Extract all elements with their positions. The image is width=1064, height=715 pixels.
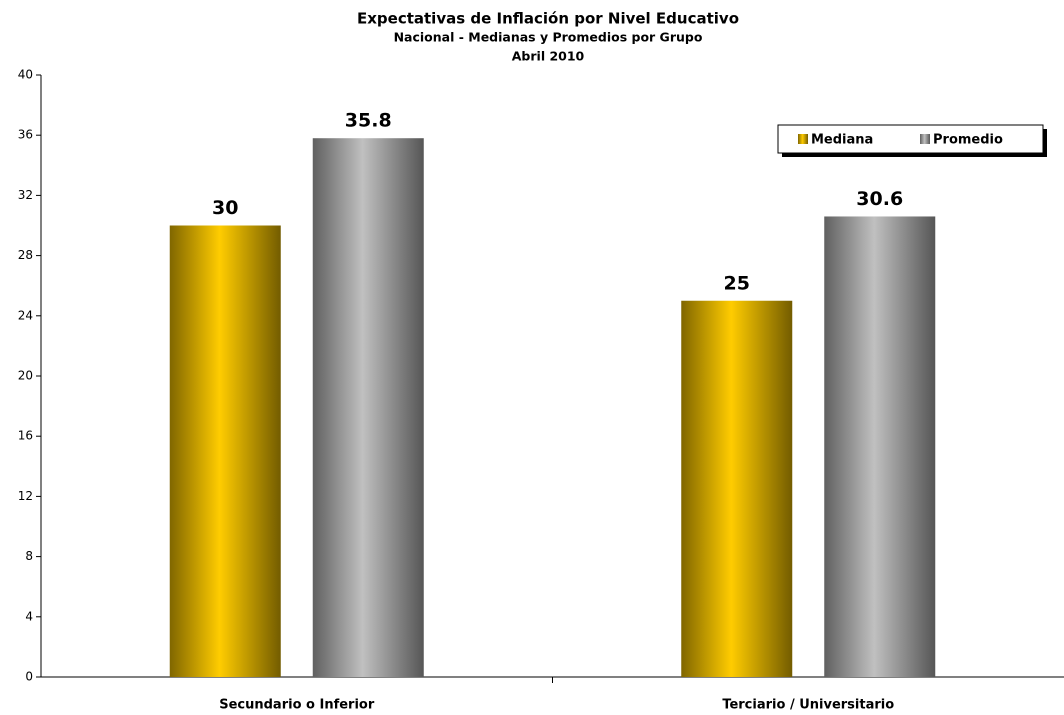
- value-label: 30.6: [856, 188, 903, 210]
- y-tick-label: 32: [18, 188, 33, 202]
- bar: [169, 225, 281, 677]
- x-tick-label: Terciario / Universitario: [722, 698, 894, 713]
- y-tick-label: 24: [18, 308, 33, 322]
- legend-label: Promedio: [933, 133, 1003, 148]
- y-tick-label: 8: [25, 549, 33, 563]
- chart-date: Abril 2010: [512, 49, 585, 64]
- bar: [681, 300, 793, 677]
- y-tick-label: 12: [18, 489, 33, 503]
- y-tick-label: 40: [18, 68, 33, 82]
- chart-subtitle: Nacional - Medianas y Promedios por Grup…: [394, 30, 703, 45]
- y-tick-label: 0: [25, 670, 33, 684]
- legend-swatch: [798, 134, 808, 144]
- legend-swatch: [920, 134, 930, 144]
- y-tick-label: 28: [18, 248, 33, 262]
- value-label: 35.8: [345, 110, 392, 132]
- x-tick-label: Secundario o Inferior: [219, 698, 375, 713]
- legend: [777, 124, 1044, 154]
- y-tick-label: 36: [18, 128, 33, 142]
- bar: [312, 138, 424, 677]
- y-tick-label: 20: [18, 369, 33, 383]
- value-label: 25: [724, 272, 750, 294]
- legend-label: Mediana: [811, 133, 873, 148]
- y-tick-label: 16: [18, 429, 33, 443]
- value-label: 30: [212, 197, 238, 219]
- bar: [824, 216, 936, 677]
- y-tick-label: 4: [25, 609, 33, 623]
- chart-title: Expectativas de Inflación por Nivel Educ…: [357, 10, 739, 28]
